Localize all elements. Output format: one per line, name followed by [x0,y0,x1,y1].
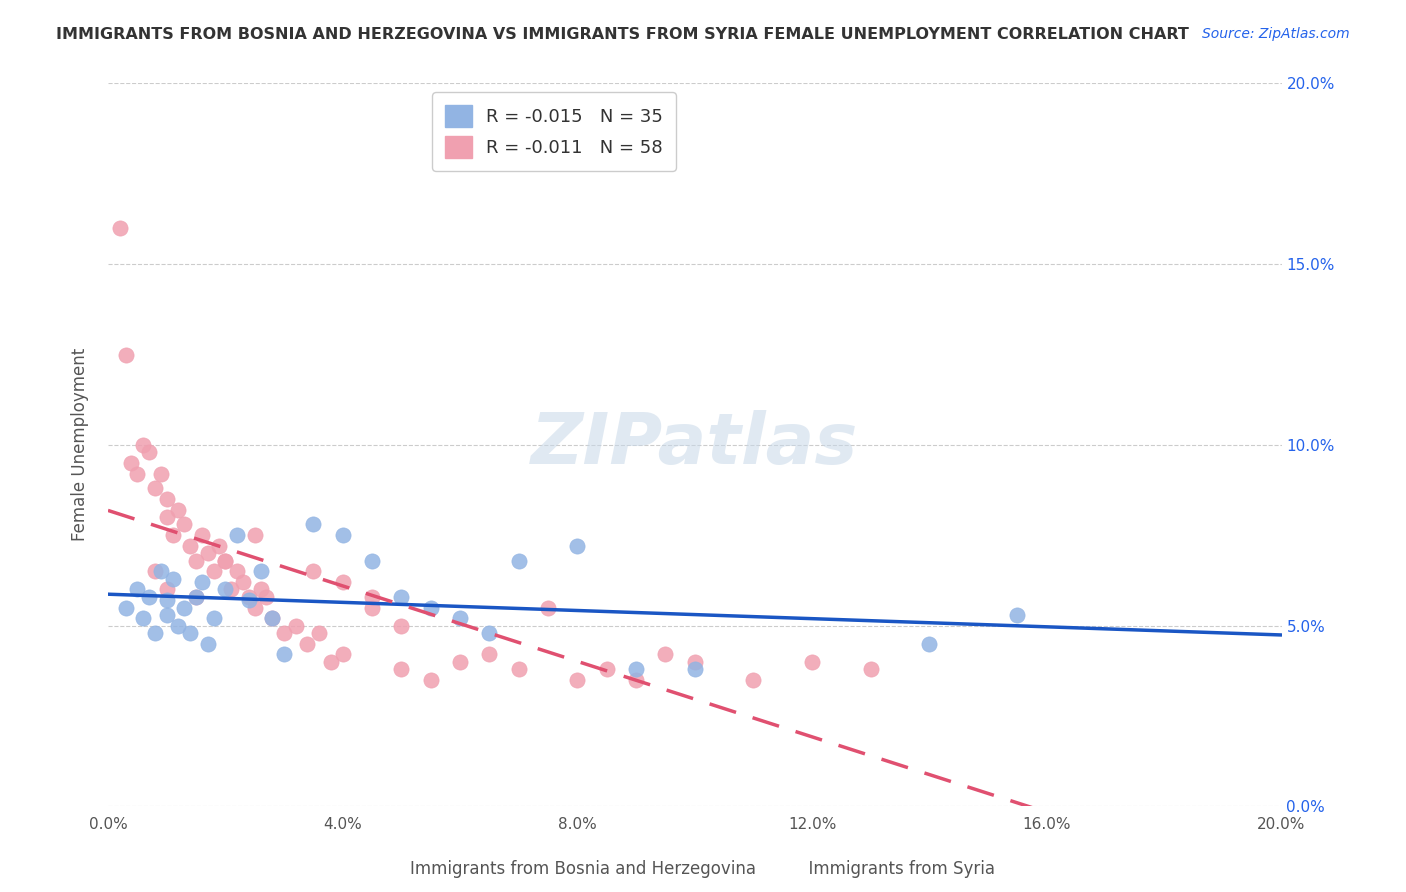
Point [332,528,354,542]
Text: Immigrants from Bosnia and Herzegovina          Immigrants from Syria: Immigrants from Bosnia and Herzegovina I… [411,860,995,878]
Point [361,553,384,567]
Point [184,590,207,604]
Point [238,590,260,604]
Point [156,607,179,622]
Point [162,572,184,586]
Point [143,481,166,495]
Point [249,582,271,597]
Point [184,590,207,604]
Point [683,662,706,676]
Point [184,553,207,567]
Point [859,662,882,676]
Point [389,590,412,604]
Point [132,611,155,625]
Point [114,347,136,361]
Point [297,637,319,651]
Point [127,582,149,597]
Point [149,565,172,579]
Point [143,565,166,579]
Point [273,648,295,662]
Point [208,539,231,553]
Point [132,438,155,452]
Point [156,492,179,507]
Point [197,546,219,560]
Point [567,539,589,553]
Point [197,637,219,651]
Point [419,673,441,687]
Point [302,517,325,532]
Point [683,655,706,669]
Point [254,590,277,604]
Point [361,600,384,615]
Point [284,618,307,632]
Text: IMMIGRANTS FROM BOSNIA AND HERZEGOVINA VS IMMIGRANTS FROM SYRIA FEMALE UNEMPLOYM: IMMIGRANTS FROM BOSNIA AND HERZEGOVINA V… [56,27,1189,42]
Point [742,673,765,687]
Point [191,528,214,542]
Point [214,553,236,567]
Point [596,662,619,676]
Point [173,517,195,532]
Point [191,575,214,590]
Point [179,625,201,640]
Point [127,467,149,481]
Point [243,528,266,542]
Point [120,456,142,470]
Point [108,221,131,235]
Point [319,655,342,669]
Point [156,593,179,607]
Point [537,600,560,615]
Point [226,565,249,579]
Point [449,655,471,669]
Point [389,618,412,632]
Point [238,593,260,607]
Point [249,565,271,579]
Point [149,467,172,481]
Point [179,539,201,553]
Point [332,648,354,662]
Point [156,510,179,524]
Point [508,553,530,567]
Point [114,600,136,615]
Point [138,445,160,459]
Point [226,528,249,542]
Point [143,625,166,640]
Point [162,528,184,542]
Point [389,662,412,676]
Point [219,582,242,597]
Point [167,503,190,517]
Point [361,590,384,604]
Y-axis label: Female Unemployment: Female Unemployment [72,348,89,541]
Point [624,673,647,687]
Point [801,655,824,669]
Point [302,565,325,579]
Point [138,590,160,604]
Point [918,637,941,651]
Point [273,625,295,640]
Point [243,600,266,615]
Text: ZIPatlas: ZIPatlas [531,410,859,479]
Point [232,575,254,590]
Point [262,611,284,625]
Point [214,553,236,567]
Point [308,625,330,640]
Point [173,600,195,615]
Point [624,662,647,676]
Point [262,611,284,625]
Point [332,575,354,590]
Point [167,618,190,632]
Point [202,565,225,579]
Point [567,673,589,687]
Point [419,600,441,615]
Legend: R = -0.015   N = 35, R = -0.011   N = 58: R = -0.015 N = 35, R = -0.011 N = 58 [432,93,676,171]
Point [214,582,236,597]
Point [449,611,471,625]
Point [478,648,501,662]
Point [202,611,225,625]
Point [654,648,676,662]
Point [508,662,530,676]
Point [1007,607,1029,622]
Point [478,625,501,640]
Text: Source: ZipAtlas.com: Source: ZipAtlas.com [1202,27,1350,41]
Point [156,582,179,597]
